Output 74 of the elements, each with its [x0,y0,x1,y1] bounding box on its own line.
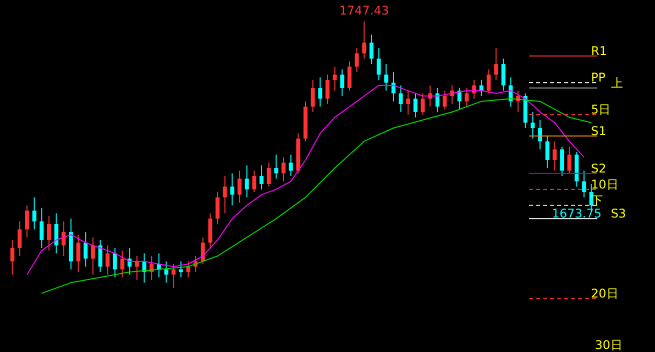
candlestick [18,220,22,256]
text: 30日 [595,338,622,352]
candlestick [369,34,374,64]
candlestick [260,164,264,190]
candlestick [40,208,44,248]
candlestick [464,88,469,108]
candlestick [552,140,557,172]
candlestick [164,260,168,284]
candlestick [200,236,205,264]
ref-line-label: S2 [591,161,606,176]
candlestick [230,172,234,206]
candlestick [62,220,66,256]
candlestick [274,154,278,180]
candlestick [391,72,396,102]
candlestick [406,90,410,116]
candlestick [384,64,388,92]
candlestick [501,58,506,92]
candlestick [435,88,440,112]
candlestick [172,264,176,288]
candlestick [238,170,242,204]
candlestick [244,164,249,198]
ref-line-label: PP [591,70,606,85]
annotation: 1747.43 [339,3,389,18]
candlestick [494,48,498,80]
candlestick [530,112,535,140]
candlestick [376,48,381,80]
candlestick [90,236,95,276]
candlestick [216,192,220,224]
candlestick [420,92,425,116]
candlestick [84,232,88,268]
candlestick [186,260,190,278]
candlestick [318,76,322,108]
candlestick [486,68,491,94]
candlestick [340,68,344,96]
ref-line-label: 10日 [591,177,618,192]
candlestick [24,204,29,238]
candlestick [457,88,462,110]
candlestick [538,120,542,150]
candlestick [32,196,36,230]
ref-line-label: S3 [610,206,626,221]
candlestick [178,260,183,278]
candlestick [252,170,256,192]
candlestick [54,212,58,254]
candlestick [10,240,14,276]
candlestick [310,80,315,112]
candlestick [545,136,550,168]
candlestick [347,60,352,92]
ref-line-label: 上 [610,76,623,90]
candlestick [222,176,227,214]
candlestick [288,154,293,176]
candlestick [332,66,337,92]
ref-line-label: R1 [591,44,608,58]
candlestick [208,212,212,248]
annotation: 1673.75 [552,206,602,220]
candlestick [106,244,110,276]
candlestick [98,240,102,272]
candlestick [354,48,359,72]
candlestick [326,74,330,104]
ref-line-label: 20日 [591,286,618,301]
candlestick [560,146,564,176]
candlestick [76,234,80,272]
candlestick [567,146,572,174]
ref-line-label: S1 [591,124,606,138]
candlestick [362,20,366,60]
candlestick [46,216,51,252]
ref-line-label: 5日 [591,102,611,117]
candlestick [398,84,403,112]
candlestick [282,156,286,182]
candlestick [266,162,271,188]
candlestick [112,248,117,278]
candlestick [413,92,418,118]
candlestick [582,170,586,198]
candlestick [442,90,447,110]
candlestick [120,250,124,278]
